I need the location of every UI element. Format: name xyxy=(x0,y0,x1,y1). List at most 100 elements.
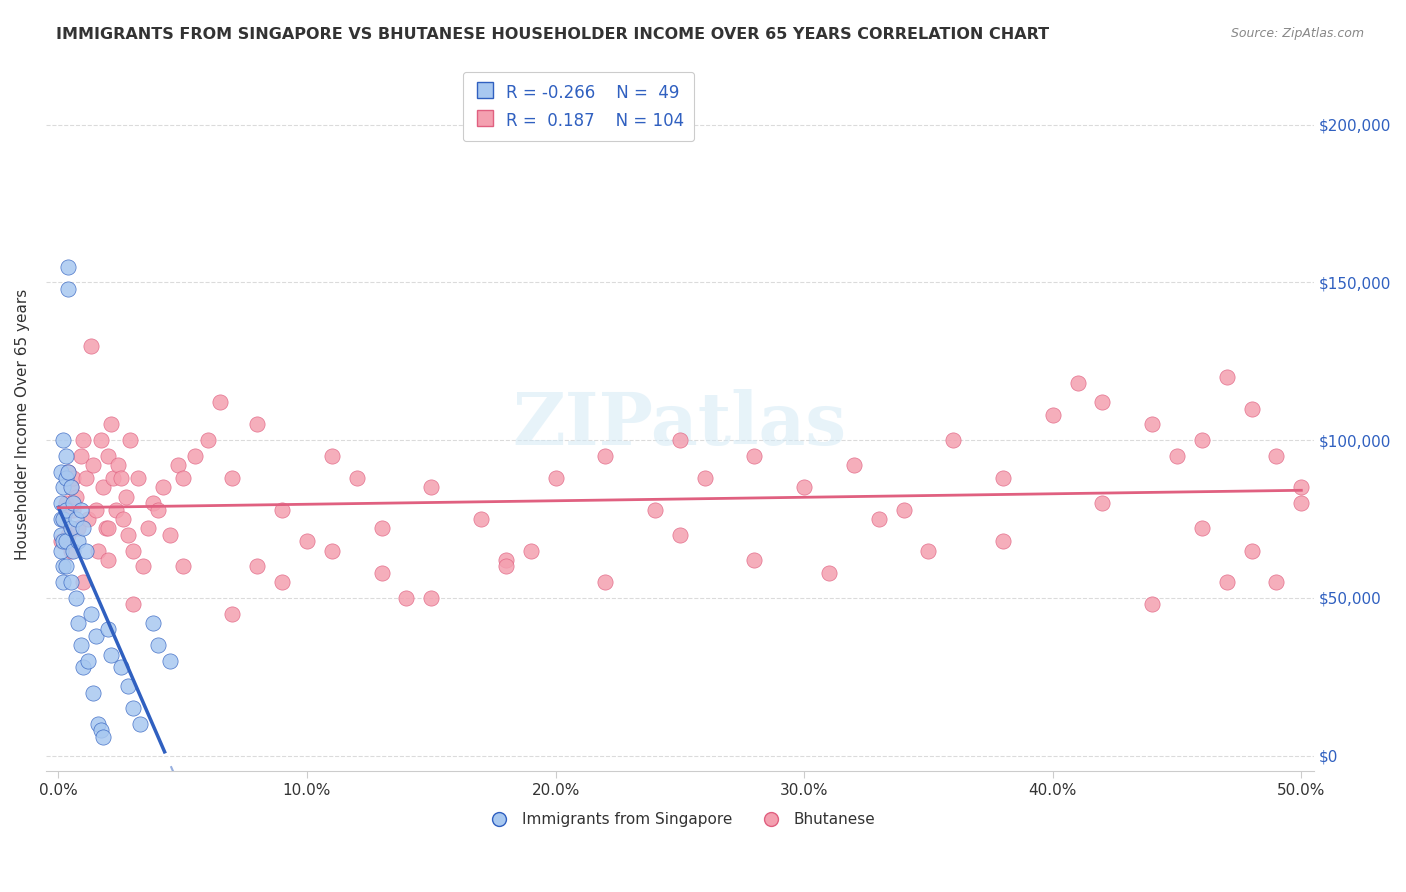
Point xyxy=(55,534,77,549)
Point xyxy=(184,449,207,463)
Point xyxy=(744,449,766,463)
Point xyxy=(77,654,100,668)
Point xyxy=(104,502,127,516)
Point xyxy=(146,502,169,516)
Point xyxy=(122,597,145,611)
Point xyxy=(52,481,75,495)
Point xyxy=(142,496,165,510)
Point xyxy=(122,543,145,558)
Point xyxy=(669,433,692,447)
Point xyxy=(370,566,392,580)
Point xyxy=(65,512,87,526)
Point xyxy=(991,471,1014,485)
Point xyxy=(55,471,77,485)
Point xyxy=(595,575,617,590)
Point xyxy=(129,717,152,731)
Point xyxy=(1042,408,1064,422)
Point xyxy=(544,471,567,485)
Text: ZIPatlas: ZIPatlas xyxy=(513,389,846,460)
Point xyxy=(77,512,100,526)
Point xyxy=(55,559,77,574)
Point xyxy=(1291,496,1313,510)
Point xyxy=(90,723,112,738)
Point xyxy=(84,502,107,516)
Point xyxy=(495,559,517,574)
Point xyxy=(52,433,75,447)
Point xyxy=(146,638,169,652)
Point xyxy=(65,591,87,605)
Point xyxy=(101,471,124,485)
Point xyxy=(1140,417,1163,432)
Point xyxy=(991,534,1014,549)
Y-axis label: Householder Income Over 65 years: Householder Income Over 65 years xyxy=(15,289,30,560)
Point xyxy=(69,638,91,652)
Point xyxy=(67,616,90,631)
Point xyxy=(1265,449,1288,463)
Point xyxy=(72,575,94,590)
Point xyxy=(246,559,269,574)
Point xyxy=(420,481,443,495)
Point xyxy=(49,528,72,542)
Point xyxy=(519,543,541,558)
Point xyxy=(52,534,75,549)
Point xyxy=(100,417,122,432)
Point xyxy=(97,553,120,567)
Point xyxy=(1240,543,1263,558)
Point xyxy=(221,607,243,621)
Point xyxy=(58,465,80,479)
Point xyxy=(159,654,181,668)
Point xyxy=(127,471,149,485)
Point xyxy=(117,679,139,693)
Point xyxy=(136,521,159,535)
Point xyxy=(82,685,104,699)
Point xyxy=(197,433,219,447)
Point xyxy=(868,512,890,526)
Point xyxy=(744,553,766,567)
Point xyxy=(75,471,97,485)
Point xyxy=(420,591,443,605)
Point xyxy=(69,449,91,463)
Point xyxy=(271,575,294,590)
Point xyxy=(62,543,84,558)
Point xyxy=(893,502,915,516)
Point xyxy=(91,481,114,495)
Point xyxy=(49,512,72,526)
Point xyxy=(172,559,194,574)
Point xyxy=(595,449,617,463)
Point xyxy=(62,502,84,516)
Point xyxy=(1291,481,1313,495)
Point xyxy=(246,417,269,432)
Point xyxy=(221,471,243,485)
Point xyxy=(917,543,939,558)
Point xyxy=(321,543,343,558)
Point xyxy=(49,534,72,549)
Point xyxy=(55,449,77,463)
Point xyxy=(208,395,231,409)
Point xyxy=(395,591,418,605)
Point xyxy=(90,433,112,447)
Legend: Immigrants from Singapore, Bhutanese: Immigrants from Singapore, Bhutanese xyxy=(478,805,882,833)
Point xyxy=(271,502,294,516)
Point xyxy=(110,660,132,674)
Point xyxy=(52,559,75,574)
Point xyxy=(142,616,165,631)
Point xyxy=(72,433,94,447)
Text: Source: ZipAtlas.com: Source: ZipAtlas.com xyxy=(1230,27,1364,40)
Point xyxy=(159,528,181,542)
Point xyxy=(1091,496,1114,510)
Point xyxy=(172,471,194,485)
Point xyxy=(1191,433,1213,447)
Point xyxy=(1091,395,1114,409)
Point xyxy=(1066,376,1088,391)
Point xyxy=(470,512,492,526)
Point xyxy=(52,512,75,526)
Point xyxy=(1216,370,1239,384)
Point xyxy=(58,260,80,274)
Point xyxy=(107,458,129,473)
Point xyxy=(91,730,114,744)
Point xyxy=(117,528,139,542)
Point xyxy=(72,660,94,674)
Point xyxy=(80,607,103,621)
Point xyxy=(59,575,82,590)
Point xyxy=(1216,575,1239,590)
